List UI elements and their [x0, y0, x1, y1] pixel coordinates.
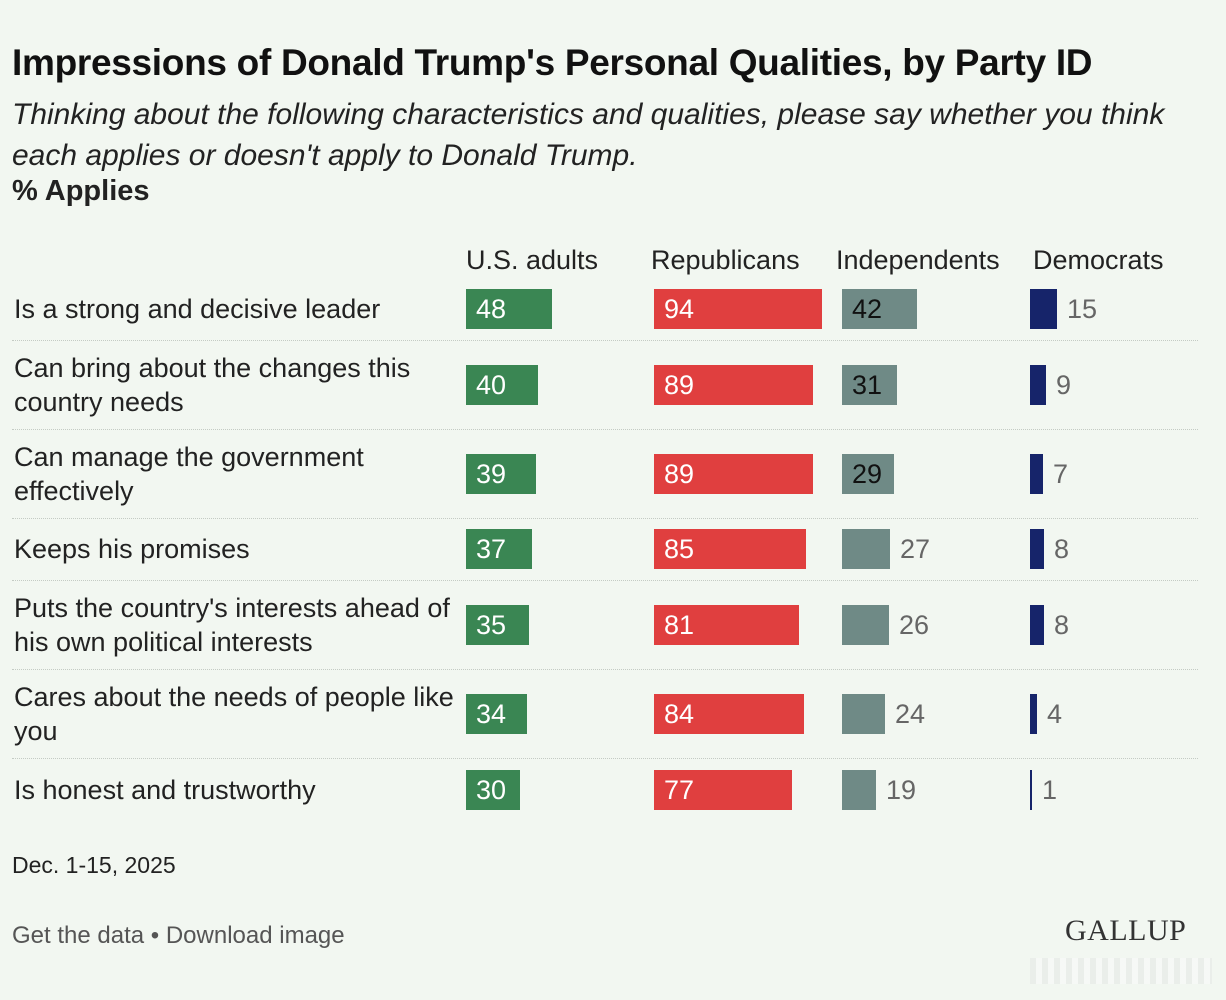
data-label: 89 [664, 370, 695, 400]
data-label: 84 [664, 699, 695, 729]
data-label: 26 [899, 610, 930, 640]
data-label: 37 [476, 534, 507, 564]
bar-democrats [1030, 770, 1032, 810]
bar-republicans [654, 454, 813, 494]
bar-independents [842, 694, 885, 734]
data-label: 9 [1056, 370, 1072, 400]
row-label: Cares about the needs of people like you [14, 682, 454, 746]
bar-democrats [1030, 694, 1037, 734]
bar-democrats [1030, 454, 1043, 494]
bar-u-s-adults [466, 365, 538, 405]
data-label: 24 [895, 699, 926, 729]
row-label: Is honest and trustworthy [14, 775, 316, 805]
bar-independents [842, 529, 890, 569]
footer-separator: • [144, 922, 166, 949]
bar-republicans [654, 365, 813, 405]
column-header-u-s-adults: U.S. adults [466, 245, 599, 275]
data-label: 39 [476, 459, 507, 489]
row-label: Can manage the government effectively [14, 442, 364, 506]
column-header-republicans: Republicans [651, 245, 800, 275]
data-label: 30 [476, 775, 507, 805]
chart-subtitle: Thinking about the following characteris… [12, 98, 1165, 172]
data-label: 77 [664, 775, 695, 805]
bar-democrats [1030, 529, 1044, 569]
bar-u-s-adults [466, 605, 529, 645]
data-label: 81 [664, 610, 695, 640]
data-label: 4 [1047, 699, 1063, 729]
data-label: 94 [664, 294, 695, 324]
data-label: 29 [852, 459, 883, 489]
data-label: 27 [900, 534, 931, 564]
data-label: 8 [1054, 610, 1070, 640]
gallup-logo: GALLUP [1065, 914, 1187, 947]
row-divider [12, 518, 1198, 519]
bar-u-s-adults [466, 454, 536, 494]
bar-republicans [654, 529, 806, 569]
data-label: 31 [852, 370, 883, 400]
data-label: 48 [476, 294, 507, 324]
bar-independents [842, 770, 876, 810]
data-label: 15 [1067, 294, 1098, 324]
bar-democrats [1030, 289, 1057, 329]
row-divider [12, 580, 1198, 581]
bar-democrats [1030, 605, 1044, 645]
bar-u-s-adults [466, 529, 532, 569]
row-divider [12, 429, 1198, 430]
footer-links: Get the data • Download image [12, 922, 345, 950]
column-header-independents: Independents [836, 245, 1000, 275]
row-divider [12, 669, 1198, 670]
data-label: 40 [476, 370, 507, 400]
download-image-link[interactable]: Download image [165, 922, 345, 949]
row-label: Keeps his promises [14, 534, 250, 564]
data-label: 8 [1054, 534, 1070, 564]
survey-date: Dec. 1-15, 2025 [12, 852, 176, 878]
bar-republicans [654, 289, 822, 329]
data-label: 34 [476, 699, 507, 729]
bar-independents [842, 365, 897, 405]
data-label: 7 [1053, 459, 1069, 489]
data-label: 85 [664, 534, 695, 564]
bar-independents [842, 289, 917, 329]
decorative-pattern [1030, 958, 1212, 984]
data-label: 89 [664, 459, 695, 489]
row-label: Puts the country's interests ahead of hi… [14, 593, 450, 657]
bar-u-s-adults [466, 770, 520, 810]
data-label: 35 [476, 610, 507, 640]
get-data-link[interactable]: Get the data [12, 922, 145, 949]
bar-republicans [654, 605, 799, 645]
unit-label: % Applies [12, 175, 150, 207]
bar-u-s-adults [466, 694, 527, 734]
bar-independents [842, 605, 889, 645]
row-divider [12, 340, 1198, 341]
row-label: Can bring about the changes this country… [14, 353, 411, 417]
row-divider [12, 758, 1198, 759]
bar-republicans [654, 770, 792, 810]
column-header-democrats: Democrats [1033, 245, 1164, 275]
bar-democrats [1030, 365, 1046, 405]
row-label: Is a strong and decisive leader [14, 294, 381, 324]
data-label: 19 [886, 775, 917, 805]
bar-u-s-adults [466, 289, 552, 329]
data-label: 42 [852, 294, 883, 324]
chart-title: Impressions of Donald Trump's Personal Q… [12, 42, 1093, 83]
bar-republicans [654, 694, 804, 734]
data-label: 1 [1042, 775, 1058, 805]
bar-independents [842, 454, 894, 494]
